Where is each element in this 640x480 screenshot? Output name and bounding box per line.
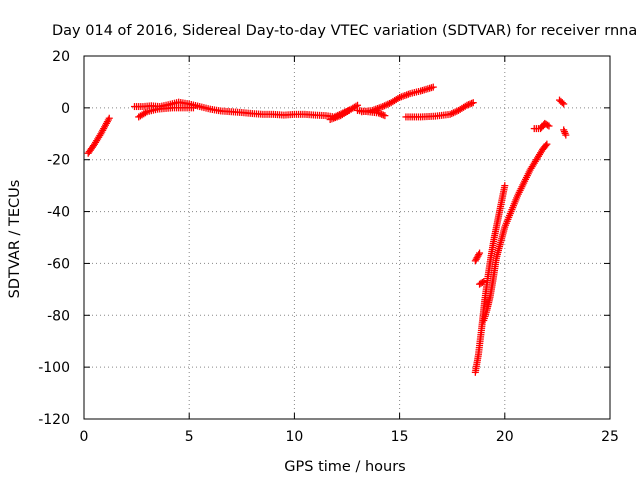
chart-title: Day 014 of 2016, Sidereal Day-to-day VTE… (52, 23, 637, 39)
y-tick-label: -80 (47, 308, 70, 324)
y-tick-label: -40 (47, 205, 70, 221)
data-point (561, 129, 569, 137)
data-point (449, 109, 457, 117)
data-point (381, 112, 389, 120)
data-point (471, 257, 479, 265)
data-point (542, 141, 550, 149)
y-tick-label: -100 (38, 360, 70, 376)
y-axis-label: SDTVAR / TECUs (7, 180, 23, 299)
data-point (476, 249, 484, 257)
data-point (478, 278, 486, 286)
y-tick-label: -60 (47, 256, 70, 272)
y-tick-label: 20 (52, 49, 70, 65)
x-tick-label: 10 (285, 429, 303, 445)
data-point (558, 99, 566, 107)
data-point (352, 102, 360, 110)
data-point (105, 114, 113, 122)
x-tick-label: 20 (496, 429, 514, 445)
data-point (480, 278, 488, 286)
data-point (560, 128, 568, 136)
data-point (448, 110, 456, 118)
x-tick-label: 5 (185, 429, 194, 445)
data-point (379, 103, 387, 111)
data-point (560, 100, 568, 108)
data-point (501, 182, 509, 190)
axis-ticks: 0 5 10 15 20 25 20 0 -20 -40 -60 -80 -100 -120 (38, 49, 619, 445)
data-point (382, 101, 390, 109)
data-point (473, 254, 481, 262)
data-point (472, 255, 480, 263)
data-point (384, 100, 392, 108)
data-point (380, 102, 388, 110)
data-point (544, 121, 552, 129)
data-point (345, 106, 353, 114)
y-tick-label: -120 (38, 412, 70, 428)
x-axis-label: GPS time / hours (284, 459, 405, 475)
x-tick-label: 25 (601, 429, 619, 445)
data-point (141, 109, 149, 117)
data-point (469, 99, 477, 107)
data-point (343, 107, 351, 115)
plot-frame (83, 55, 611, 420)
x-tick-label: 0 (80, 429, 89, 445)
data-point (545, 122, 553, 130)
data-point (475, 251, 483, 259)
data-point (451, 108, 459, 116)
data-point (562, 131, 570, 139)
y-tick-label: 0 (61, 101, 70, 117)
data-point (474, 252, 482, 260)
data-series (84, 83, 570, 376)
x-tick-label: 15 (391, 429, 409, 445)
data-point (543, 140, 551, 148)
data-point (189, 104, 197, 112)
y-tick-label: -20 (47, 153, 70, 169)
data-point (429, 83, 437, 91)
data-point (446, 110, 454, 118)
